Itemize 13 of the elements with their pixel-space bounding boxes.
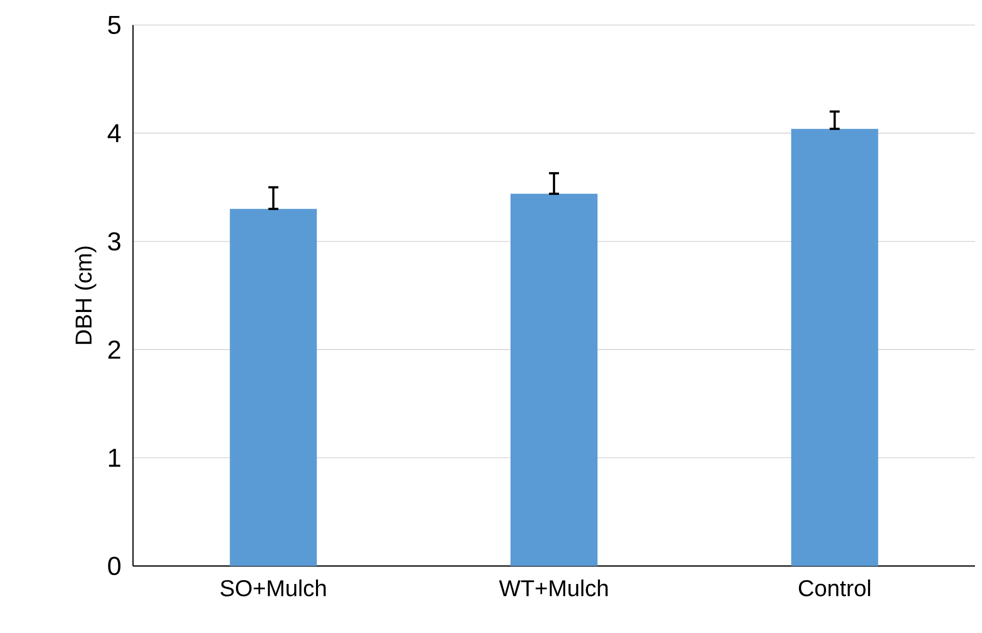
y-axis-title: DBH (cm)	[74, 246, 96, 344]
x-tick-label: SO+Mulch	[220, 580, 326, 596]
bar	[791, 128, 878, 566]
x-tick-label: WT+Mulch	[499, 580, 608, 596]
y-tick-label: 5	[108, 16, 120, 34]
x-tick-label: Control	[798, 580, 870, 596]
bar	[510, 194, 598, 566]
bar	[230, 208, 317, 566]
y-tick-label: 3	[108, 232, 120, 251]
y-tick-label: 2	[108, 340, 120, 359]
y-tick-label: 4	[108, 124, 121, 142]
y-tick-label: 0	[108, 556, 120, 576]
y-tick-label: 1	[109, 448, 120, 467]
